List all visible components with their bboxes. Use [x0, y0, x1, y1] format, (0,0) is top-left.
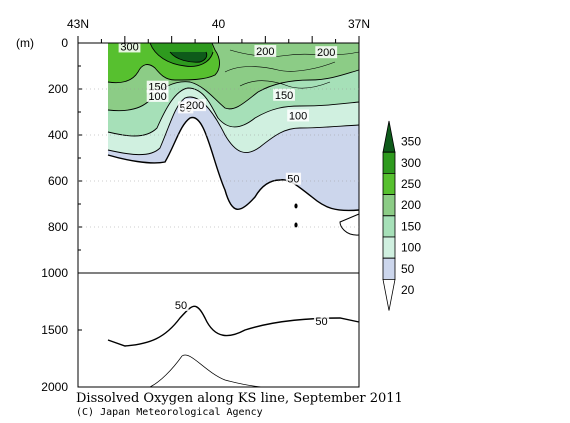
contour-line-1 — [339, 213, 360, 236]
x-tick-label: 40 — [212, 17, 226, 31]
contour-label: 200 — [186, 100, 204, 112]
contour-line-12 — [239, 80, 331, 89]
contour-label: 50 — [287, 174, 299, 186]
contour-line-3 — [107, 87, 360, 137]
contour-label: 300 — [120, 41, 138, 53]
colorbar-label: 250 — [401, 177, 421, 191]
contour-label: 100 — [148, 91, 166, 103]
contour-label-bg — [184, 99, 206, 112]
contour-label: 100 — [289, 110, 307, 122]
y-axis-unit: (m) — [16, 36, 34, 50]
contour-line-0 — [107, 117, 360, 212]
contour-line-5 — [107, 42, 220, 84]
colorbar: 350 300 250 200 150 100 50 20 — [382, 120, 421, 311]
contour-label-bg — [273, 88, 295, 101]
colorbar-swatch — [382, 279, 396, 311]
contour-label-bg — [146, 89, 169, 102]
x-tick-label: 37N — [348, 17, 370, 31]
contour-line-6 — [149, 42, 214, 67]
colorbar-label: 150 — [401, 219, 421, 233]
contour-label: 200 — [256, 46, 274, 58]
contour-label-bg — [315, 46, 338, 59]
contour-label-bg — [287, 109, 310, 122]
contour-line-7 — [169, 51, 208, 63]
contour-lines — [107, 42, 360, 388]
colorbar-label: 50 — [401, 262, 415, 276]
section-fill — [78, 43, 359, 388]
contour-label-bg — [173, 298, 189, 311]
contour-label-bg — [146, 80, 169, 93]
y-tick-label: 800 — [48, 220, 68, 234]
chart-title: Dissolved Oxygen along KS line, Septembe… — [76, 391, 403, 406]
contour-line-11 — [224, 61, 336, 73]
contour-label-bg — [254, 45, 277, 58]
contour-label: 50 — [315, 316, 327, 328]
y-tick-label: 0 — [61, 36, 68, 50]
colorbar-label: 20 — [401, 283, 415, 297]
y-tick-label: 1000 — [41, 266, 68, 280]
colorbar-swatch — [382, 120, 396, 153]
y-tick-label: 200 — [48, 82, 68, 96]
contour-label: 200 — [317, 47, 335, 59]
colorbar-swatch — [382, 257, 396, 280]
contour-label-bg — [285, 172, 302, 185]
colorbar-label: 200 — [401, 198, 421, 212]
colorbar-swatch — [382, 173, 396, 195]
contour-label-bg — [313, 314, 330, 327]
axes: 43N 40 37N (m) 0 200 400 600 800 1000 1500 2000 — [16, 17, 370, 394]
contour-line-9 — [149, 354, 263, 388]
contour-line-8 — [107, 305, 360, 347]
x-tick-label: 43N — [67, 17, 89, 31]
colorbar-label: 350 — [401, 135, 421, 149]
contour-line-2 — [107, 96, 360, 156]
colorbar-swatch — [382, 215, 396, 238]
y-tick-label: 1500 — [41, 323, 68, 337]
contour-label: 150 — [275, 90, 293, 102]
colorbar-swatch — [382, 194, 396, 217]
contour-blob — [294, 222, 298, 228]
y-tick-label: 600 — [48, 174, 68, 188]
contour-label: 50 — [175, 300, 187, 312]
colorbar-label: 100 — [401, 241, 421, 255]
credit-text: (C) Japan Meteorological Agency — [76, 407, 263, 418]
contour-blob — [294, 203, 298, 209]
colorbar-swatch — [382, 236, 396, 259]
y-tick-label: 400 — [48, 128, 68, 142]
contour-labels: 30020020015010050200150100505050 — [118, 40, 338, 328]
region-350 — [170, 52, 207, 63]
colorbar-swatch — [382, 151, 396, 174]
colorbar-label: 300 — [401, 156, 421, 170]
y-tick-label: 2000 — [41, 380, 68, 394]
